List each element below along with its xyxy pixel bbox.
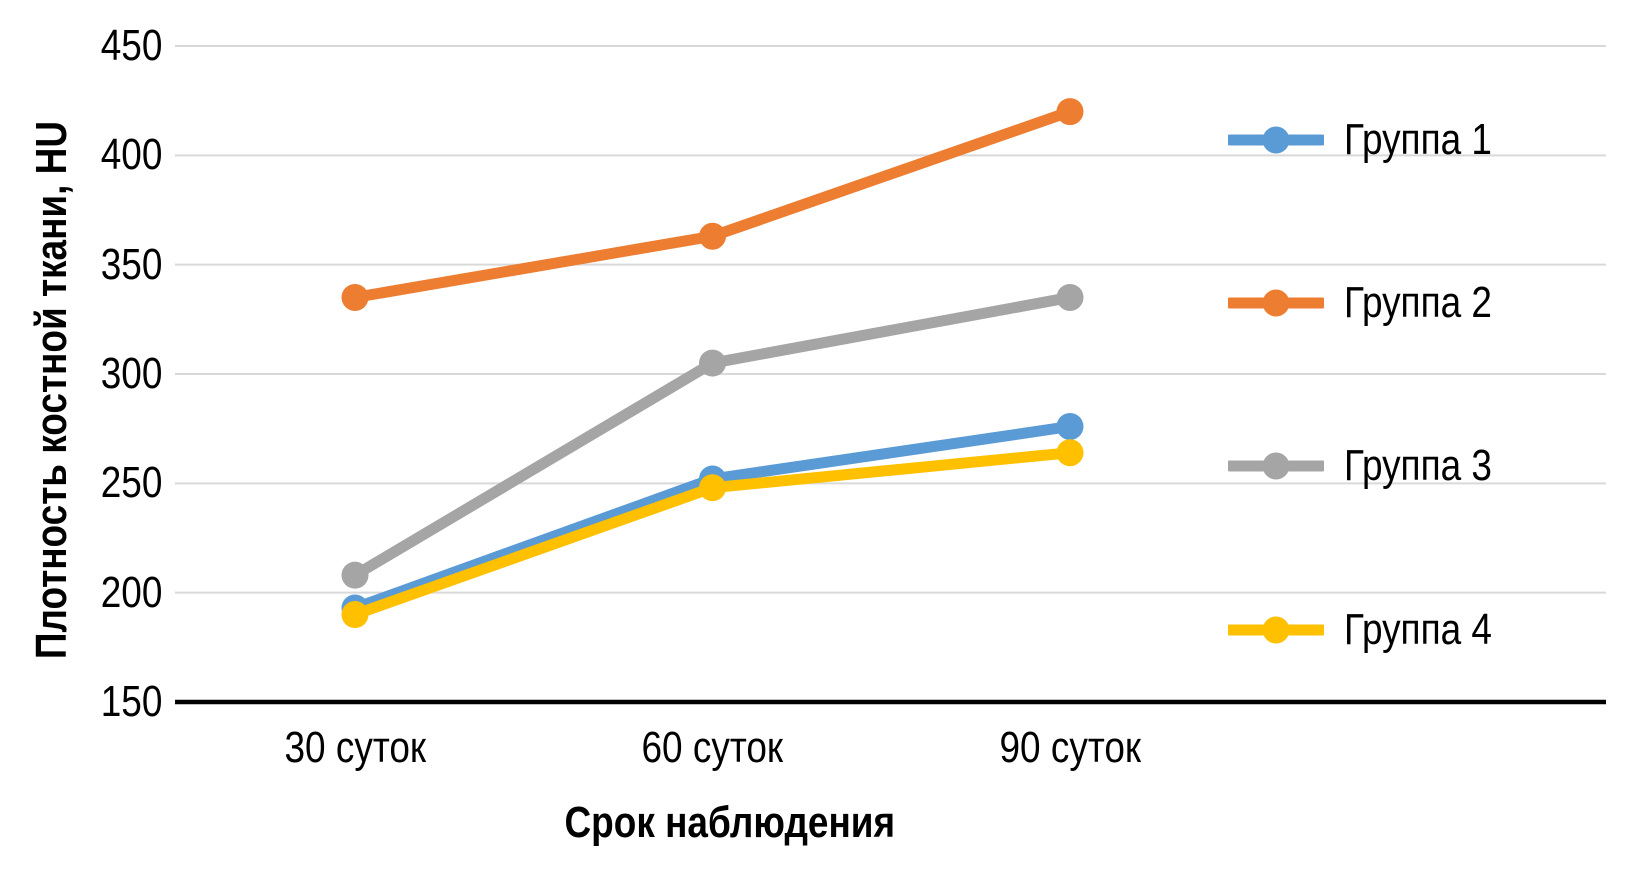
series-line-3: [349, 291, 1076, 581]
legend-label: Группа 2: [1344, 278, 1492, 327]
data-point-marker-series-3: [699, 349, 726, 377]
data-point-marker-series-2: [1056, 98, 1084, 126]
series-line-2: [349, 106, 1076, 303]
legend-marker-gruppa-1-icon: [1228, 126, 1324, 154]
y-tick-label: 200: [100, 567, 162, 617]
legend-item-gruppa-2: Группа 2: [1228, 281, 1520, 325]
y-tick-label: 150: [100, 677, 162, 726]
data-point-marker-series-4: [1056, 439, 1084, 467]
y-tick-label: 450: [100, 21, 162, 70]
data-point-marker-series-3: [1056, 283, 1084, 311]
y-tick-label: 400: [100, 130, 162, 180]
x-axis-title: Срок наблюдения: [430, 801, 1030, 845]
legend-item-gruppa-3: Группа 3: [1228, 444, 1520, 488]
x-tick-label: 60 суток: [641, 723, 784, 772]
y-tick-label: 300: [100, 349, 162, 398]
legend-label: Группа 3: [1344, 441, 1492, 490]
x-tick-label: 30 суток: [284, 723, 426, 772]
y-axis-title-text: Плотность костной ткани, HU: [27, 120, 76, 660]
legend-marker-gruppa-3-icon: [1228, 452, 1324, 480]
legend-label: Группа 4: [1344, 605, 1492, 654]
data-point-marker-series-3: [341, 561, 369, 589]
data-point-marker-series-4: [699, 474, 726, 502]
legend-label: Группа 1: [1344, 115, 1492, 164]
legend-item-gruppa-1: Группа 1: [1228, 118, 1520, 162]
data-point-marker-series-2: [699, 222, 726, 250]
y-tick-label: 250: [100, 458, 162, 508]
data-point-marker-series-1: [1056, 412, 1084, 440]
legend-marker-gruppa-4-icon: [1228, 616, 1324, 644]
x-axis-title-text: Срок наблюдения: [564, 798, 896, 847]
data-point-marker-series-2: [341, 283, 369, 311]
legend-item-gruppa-4: Группа 4: [1228, 608, 1520, 652]
y-tick-label: 350: [100, 239, 162, 289]
data-point-marker-series-4: [341, 601, 369, 629]
legend-marker-gruppa-2-icon: [1228, 289, 1324, 317]
x-tick-label: 90 суток: [999, 723, 1141, 772]
y-axis-title: Плотность костной ткани, HU: [27, 24, 76, 756]
